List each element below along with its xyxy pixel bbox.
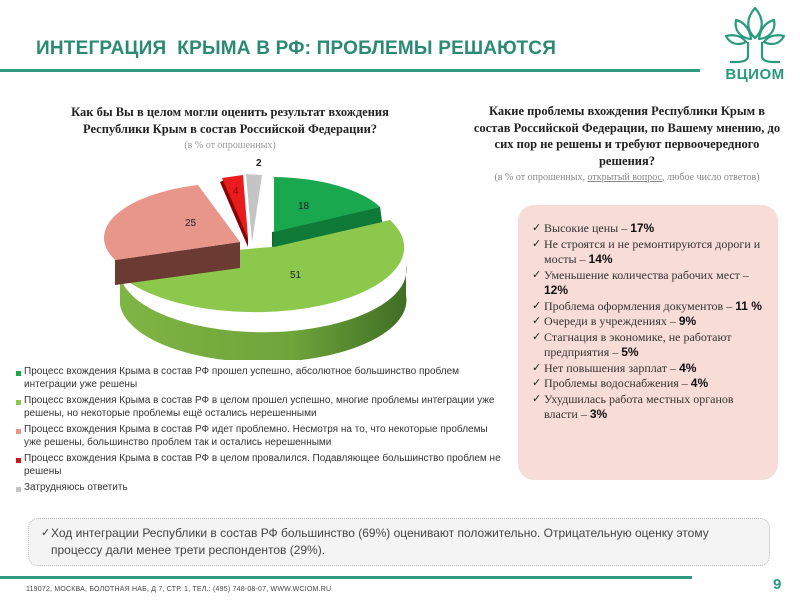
list-item: ✓ Очереди в учреждениях – 9% [532,314,697,328]
list-item: ✓ Нет повышения зарплат – 4% [532,360,697,375]
pie-slice-2 [246,174,262,242]
list-item: ✓ Уменьшение количества рабочих мест – 1… [532,267,749,298]
legend-swatch [16,400,21,405]
check-icon: ✓ [41,527,51,539]
problems-question-subtitle: (в % от опрошенных, открытый вопрос, люб… [494,172,760,183]
pie-slice-25-side [115,242,240,285]
legend-item: Процесс вхождения Крыма в состав РФ в це… [16,453,506,478]
pie-slice-4-side [220,180,248,247]
pie-slice-25 [103,185,240,260]
problems-question: Какие проблемы вхождения Республики Крым… [473,104,781,168]
chart-legend: Процесс вхождения Крыма в состав РФ прош… [16,366,506,499]
legend-swatch [16,458,21,463]
pie-slice-18-side2 [274,207,382,247]
pie-label-4: 4 [233,186,239,197]
pie-chart: 18 51 25 4 2 [100,150,430,363]
pie-slice-4 [222,175,248,238]
problems-list: ✓ Высокие цены – 17% ✓ Не строятся и не … [518,205,778,480]
check-icon: ✓ [532,377,542,389]
legend-swatch [16,371,21,376]
legend-swatch [16,429,21,434]
logo-text: ВЦИОМ [725,66,785,83]
legend-item: Процесс вхождения Крыма в состав РФ прош… [16,366,506,391]
list-item: ✓ Проблемы водоснабжения – 4% [532,376,709,390]
pie-label-18: 18 [298,201,310,212]
pie-label-25: 25 [185,218,197,229]
check-icon: ✓ [532,237,542,250]
pie-label-2: 2 [256,158,262,169]
pie-label-51: 51 [290,270,302,281]
footer-divider [0,576,692,579]
summary-box: ✓ Ход интеграции Республики в состав РФ … [28,518,770,566]
check-icon: ✓ [532,315,542,327]
list-item: ✓ Высокие цены – 17% [532,221,655,235]
pie-slice-18 [274,177,380,232]
check-icon: ✓ [532,222,542,234]
pie-question: Как бы Вы в целом могли оценить результа… [71,105,389,136]
legend-item: Процесс вхождения Крыма в состав РФ идет… [16,424,506,449]
check-icon: ✓ [532,268,542,281]
check-icon: ✓ [532,299,542,312]
wciom-logo: ВЦИОМ [722,4,788,92]
summary-text: Ход интеграции Республики в состав РФ бо… [51,526,709,557]
legend-swatch [16,487,21,492]
list-item: ✓ Ухудшилась работа местных органов влас… [532,391,734,422]
pie-slice-51-side [120,265,407,363]
check-icon: ✓ [532,330,542,343]
header-divider [0,69,700,72]
footer-address: 119072, МОСКВА, БОЛОТНАЯ НАБ, Д 7, СТР. … [26,586,332,593]
pie-question-subtitle: (в % от опрошенных) [184,140,276,151]
list-item: ✓ Не строятся и не ремонтируются дороги … [532,236,761,267]
list-item: ✓ Проблема оформления документов – 11 % [532,298,762,313]
legend-item: Процесс вхождения Крыма в состав РФ в це… [16,395,506,420]
pie-slice-51 [120,220,405,313]
tree-logo-icon [724,6,786,64]
list-item: ✓ Стагнация в экономике, не работают пре… [532,329,732,360]
check-icon: ✓ [532,392,542,405]
page-title: ИНТЕГРАЦИЯ КРЫМА В РФ: ПРОБЛЕМЫ РЕШАЮТСЯ [36,38,557,59]
page-number: 9 [773,576,782,593]
check-icon: ✓ [532,361,542,374]
legend-item: Затрудняюсь ответить [16,482,506,495]
